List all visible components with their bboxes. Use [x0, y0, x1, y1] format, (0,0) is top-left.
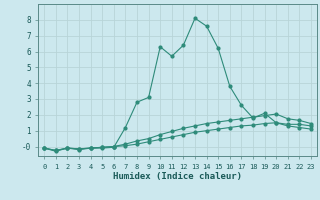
X-axis label: Humidex (Indice chaleur): Humidex (Indice chaleur): [113, 172, 242, 181]
